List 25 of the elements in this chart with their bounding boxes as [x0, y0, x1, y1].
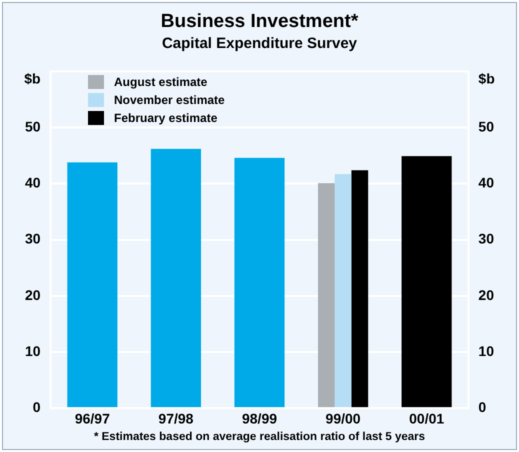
y-tick-label: 40 [24, 174, 41, 191]
y2-tick-label: 10 [478, 342, 494, 359]
y-tick-label: 20 [24, 286, 41, 303]
legend-label: November estimate [114, 93, 225, 107]
y-tick-label: 30 [24, 230, 41, 247]
chart-subtitle: Capital Expenditure Survey [160, 35, 358, 52]
y-tick-label: 50 [24, 118, 41, 134]
x-tick-label: 97/98 [158, 410, 194, 426]
y-tick-label: 0 [32, 399, 41, 416]
y-axis-title: $b [24, 70, 41, 86]
y2-axis-title: $b [478, 70, 495, 86]
y2-tick-label: 0 [478, 399, 486, 416]
legend-label: August estimate [114, 75, 208, 89]
y2-tick-label: 40 [478, 174, 494, 191]
y2-tick-label: 30 [478, 230, 494, 247]
y2-tick-label: 50 [478, 118, 494, 134]
legend-label: February estimate [114, 111, 218, 125]
x-tick-label: 96/97 [74, 410, 110, 426]
y2-tick-label: 20 [478, 286, 494, 303]
y-tick-label: 10 [24, 342, 41, 359]
x-tick-label: 98/99 [242, 410, 278, 426]
x-tick-label: 00/01 [409, 410, 444, 426]
text: * Estimates based on average realisation ratio of last 5 years [92, 431, 426, 443]
chart-title: Business Investment* [160, 11, 360, 33]
x-tick-label: 99/00 [326, 410, 361, 426]
